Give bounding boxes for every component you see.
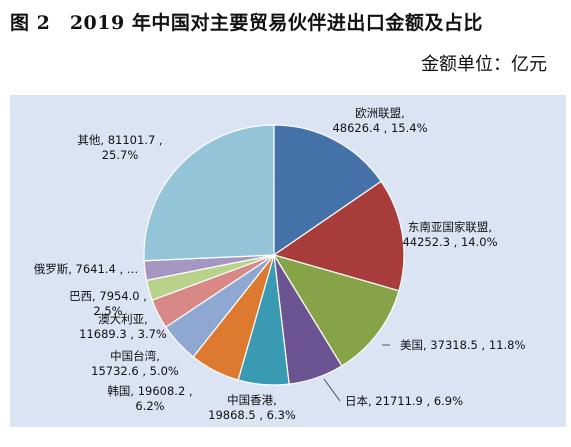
pie-chart: 欧洲联盟,48626.4 , 15.4% 东南亚国家联盟,44252.3 , 14… [34,106,526,422]
chart-panel: 欧洲联盟, 48626.4 , 15.4% 东南亚国家联盟, 44252.3 , 14… [10,95,566,427]
pie-slice-2 [272,253,400,367]
pie-slice-1 [272,180,405,292]
slice-value-8: 2.5% [93,304,122,318]
slice-label-5: 韩国, 19608.2 , [107,384,192,398]
slice-label-8: 巴西, 7954.0 , [69,289,147,303]
slice-label-9: 俄罗斯, 7641.4 , … [34,262,139,276]
figure-title: 图 2 2019 年中国对主要贸易伙伴进出口金额及占比 [10,12,483,34]
slice-label-3: 日本, 21711.9 , 6.9% [345,394,463,408]
leader-line-3 [323,378,341,402]
unit-label: 金额单位：亿元 [421,54,547,75]
slice-label-6: 中国台湾, [110,349,160,363]
slice-label-4: 中国香港, [227,393,277,407]
slice-value-0: 48626.4 , 15.4% [332,121,427,135]
slice-value-10: 25.7% [102,148,139,162]
slice-label-2: 美国, 37318.5 , 11.8% [400,338,525,352]
slice-value-5: 6.2% [135,399,164,413]
slice-value-6: 15732.6 , 5.0% [91,364,179,378]
slice-value-7: 11689.3 , 3.7% [79,327,167,341]
slice-value-1: 44252.3 , 14.0% [402,235,497,249]
pie-slice-0 [273,124,382,257]
slice-value-4: 19868.5 , 6.3% [208,408,296,422]
slice-label-10: 其他, 81101.7 , [77,133,162,147]
slice-label-0: 欧洲联盟, [355,106,405,120]
pie-slice-10 [143,124,275,262]
slice-label-1: 东南亚国家联盟, [408,220,492,234]
slice-label-7: 澳大利亚, [98,312,148,326]
